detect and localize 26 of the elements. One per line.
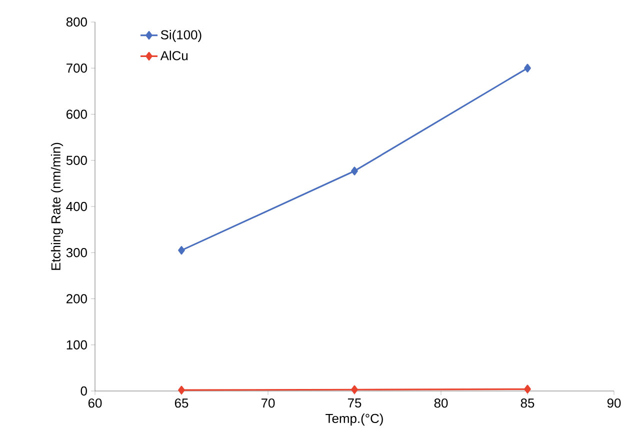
y-axis-title: Etching Rate (nm/min) [50,142,64,270]
y-tick-label: 400 [66,202,87,212]
point [351,385,358,394]
x-tick-label: 80 [434,398,448,408]
y-tick-label: 600 [66,110,87,119]
point [351,166,358,176]
y-tick-label: 100 [66,340,87,350]
legend-label: AlCu [160,50,188,60]
x-tick-label: 60 [88,398,102,408]
legend-label: Si(100) [160,30,202,42]
point [178,246,185,255]
x-tick-label: 70 [261,398,275,408]
y-tick-label: 300 [66,248,87,258]
y-tick-label: 0 [80,386,87,396]
point [524,64,531,72]
y-tick-label: 200 [66,294,87,304]
x-tick-label: 85 [520,398,534,408]
x-axis-title: Temp.(°C) [326,414,383,426]
x-tick-label: 90 [607,398,621,408]
x-tick-label: 65 [174,398,188,408]
y-tick-label: 800 [66,17,87,27]
y-tick-label: 500 [66,156,87,165]
point [178,386,185,394]
point [524,384,531,394]
x-tick-label: 75 [348,398,362,408]
y-tick-label: 700 [66,64,87,73]
